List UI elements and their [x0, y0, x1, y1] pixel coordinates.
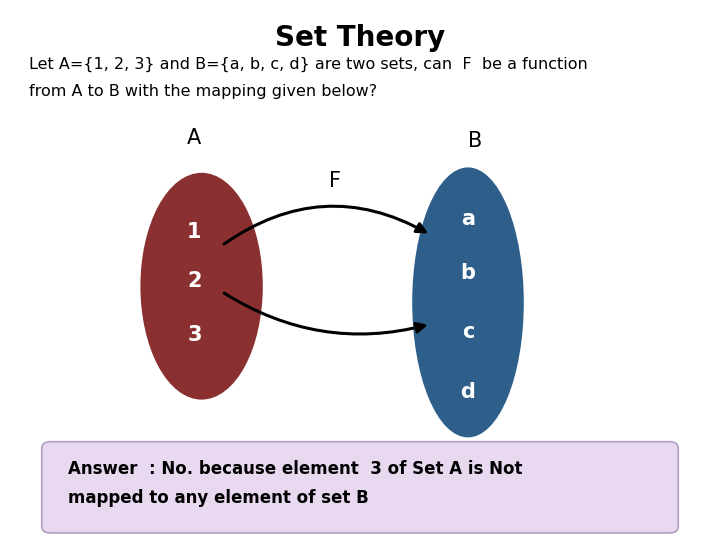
Text: c: c [462, 322, 474, 342]
Text: mapped to any element of set B: mapped to any element of set B [68, 489, 369, 507]
Text: F: F [329, 171, 341, 191]
Text: B: B [468, 131, 482, 151]
Text: A: A [187, 129, 202, 148]
FancyArrowPatch shape [224, 206, 425, 244]
Text: 2: 2 [187, 271, 202, 291]
Ellipse shape [140, 173, 263, 400]
Text: Answer  : No. because element  3 of Set A is Not: Answer : No. because element 3 of Set A … [68, 460, 523, 478]
FancyArrowPatch shape [224, 293, 425, 334]
FancyBboxPatch shape [42, 442, 678, 533]
Text: b: b [461, 262, 475, 283]
Text: a: a [461, 208, 475, 229]
Ellipse shape [412, 167, 523, 437]
Text: 3: 3 [187, 325, 202, 345]
Text: d: d [461, 381, 475, 402]
Text: Set Theory: Set Theory [275, 24, 445, 52]
Text: 1: 1 [187, 222, 202, 242]
Text: from A to B with the mapping given below?: from A to B with the mapping given below… [29, 84, 377, 99]
Text: Let A={1, 2, 3} and B={a, b, c, d} are two sets, can  F  be a function: Let A={1, 2, 3} and B={a, b, c, d} are t… [29, 57, 588, 72]
